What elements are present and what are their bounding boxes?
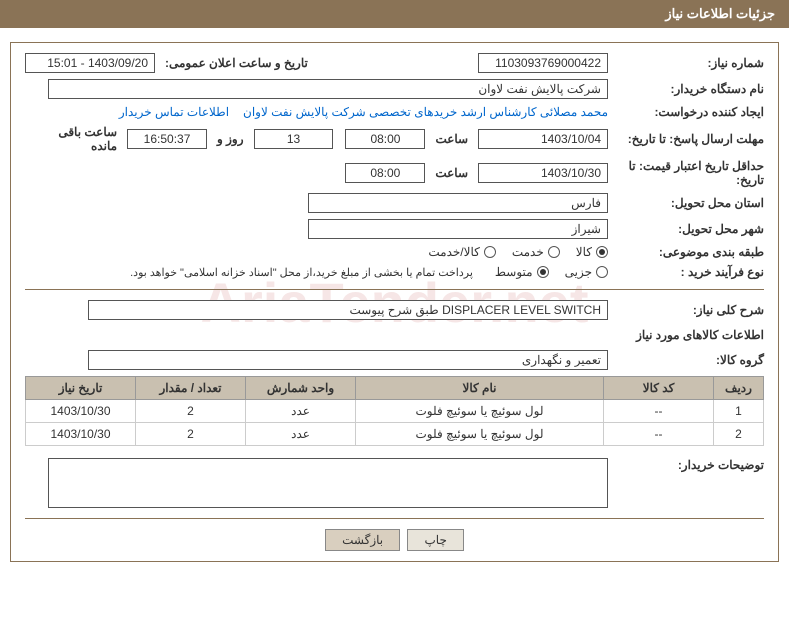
city-label: شهر محل تحویل: xyxy=(614,222,764,236)
days-label: روز و xyxy=(213,132,248,146)
radio-kala-khedmat[interactable]: کالا/خدمت xyxy=(428,245,495,259)
province-label: استان محل تحویل: xyxy=(614,196,764,210)
announce-label: تاریخ و ساعت اعلان عمومی: xyxy=(161,56,312,70)
goods-table: ردیف کد کالا نام کالا واحد شمارش تعداد /… xyxy=(25,376,764,446)
goods-group-label: گروه کالا: xyxy=(614,353,764,367)
row-validity: حداقل تاریخ اعتبار قیمت: تا تاریخ: 1403/… xyxy=(25,159,764,187)
table-header-row: ردیف کد کالا نام کالا واحد شمارش تعداد /… xyxy=(26,377,764,400)
table-cell: عدد xyxy=(246,400,356,423)
announce-value: 1403/09/20 - 15:01 xyxy=(25,53,155,73)
th-date: تاریخ نیاز xyxy=(26,377,136,400)
need-number-value: 1103093769000422 xyxy=(478,53,608,73)
table-cell: لول سوئیچ یا سوئیچ فلوت xyxy=(356,423,604,446)
radio-icon xyxy=(548,246,560,258)
buyer-notes-label: توضیحات خریدار: xyxy=(614,458,764,472)
province-value: فارس xyxy=(308,193,608,213)
th-qty: تعداد / مقدار xyxy=(136,377,246,400)
page-header: جزئیات اطلاعات نیاز xyxy=(0,0,789,28)
deadline-time: 08:00 xyxy=(345,129,425,149)
back-button[interactable]: بازگشت xyxy=(325,529,400,551)
row-category: طبقه بندی موضوعی: کالا خدمت کالا/خدمت xyxy=(25,245,764,259)
radio-icon xyxy=(537,266,549,278)
row-deadline: مهلت ارسال پاسخ: تا تاریخ: 1403/10/04 سا… xyxy=(25,125,764,153)
print-button[interactable]: چاپ xyxy=(407,529,463,551)
row-process: نوع فرآیند خرید : جزیی متوسط پرداخت تمام… xyxy=(25,265,764,279)
button-bar: چاپ بازگشت xyxy=(25,529,764,551)
page-title: جزئیات اطلاعات نیاز xyxy=(665,6,775,21)
time-label-1: ساعت xyxy=(431,132,472,146)
table-cell: عدد xyxy=(246,423,356,446)
table-cell: 2 xyxy=(714,423,764,446)
general-desc-value: DISPLACER LEVEL SWITCH طبق شرح پیوست xyxy=(88,300,608,320)
table-row: 2--لول سوئیچ یا سوئیچ فلوتعدد21403/10/30 xyxy=(26,423,764,446)
buyer-org-label: نام دستگاه خریدار: xyxy=(614,82,764,96)
goods-group-value: تعمیر و نگهداری xyxy=(88,350,608,370)
buyer-org-value: شرکت پالایش نفت لاوان xyxy=(48,79,608,99)
radio-icon xyxy=(484,246,496,258)
buyer-notes-box xyxy=(48,458,608,508)
row-goods-group: گروه کالا: تعمیر و نگهداری xyxy=(25,350,764,370)
table-cell: 2 xyxy=(136,400,246,423)
th-unit: واحد شمارش xyxy=(246,377,356,400)
validity-time: 08:00 xyxy=(345,163,425,183)
table-cell: 1403/10/30 xyxy=(26,423,136,446)
goods-section-title: اطلاعات کالاهای مورد نیاز xyxy=(25,328,764,342)
radio-icon xyxy=(596,246,608,258)
payment-note: پرداخت تمام یا بخشی از مبلغ خرید،از محل … xyxy=(130,266,473,279)
row-city: شهر محل تحویل: شیراز xyxy=(25,219,764,239)
buyer-contact-link[interactable]: اطلاعات تماس خریدار xyxy=(119,105,229,119)
requester-label: ایجاد کننده درخواست: xyxy=(614,105,764,119)
table-row: 1--لول سوئیچ یا سوئیچ فلوتعدد21403/10/30 xyxy=(26,400,764,423)
remaining-label: ساعت باقی مانده xyxy=(25,125,121,153)
radio-motavaset[interactable]: متوسط xyxy=(495,265,549,279)
separator-2 xyxy=(25,518,764,519)
requester-value: محمد مصلائی کارشناس ارشد خریدهای تخصصی ش… xyxy=(243,105,608,119)
radio-icon xyxy=(596,266,608,278)
row-buyer-notes: توضیحات خریدار: xyxy=(25,458,764,508)
row-general-desc: شرح کلی نیاز: DISPLACER LEVEL SWITCH طبق… xyxy=(25,300,764,320)
category-label: طبقه بندی موضوعی: xyxy=(614,245,764,259)
table-cell: 1 xyxy=(714,400,764,423)
city-value: شیراز xyxy=(308,219,608,239)
table-cell: -- xyxy=(604,423,714,446)
validity-date: 1403/10/30 xyxy=(478,163,608,183)
row-requester: ایجاد کننده درخواست: محمد مصلائی کارشناس… xyxy=(25,105,764,119)
need-number-label: شماره نیاز: xyxy=(614,56,764,70)
th-code: کد کالا xyxy=(604,377,714,400)
radio-khedmat[interactable]: خدمت xyxy=(512,245,560,259)
validity-label: حداقل تاریخ اعتبار قیمت: تا تاریخ: xyxy=(614,159,764,187)
separator-1 xyxy=(25,289,764,290)
row-need-number: شماره نیاز: 1103093769000422 تاریخ و ساع… xyxy=(25,53,764,73)
radio-kala[interactable]: کالا xyxy=(576,245,608,259)
details-panel: شماره نیاز: 1103093769000422 تاریخ و ساع… xyxy=(10,42,779,562)
th-name: نام کالا xyxy=(356,377,604,400)
row-buyer-org: نام دستگاه خریدار: شرکت پالایش نفت لاوان xyxy=(25,79,764,99)
table-cell: 2 xyxy=(136,423,246,446)
time-label-2: ساعت xyxy=(431,166,472,180)
th-row: ردیف xyxy=(714,377,764,400)
deadline-label: مهلت ارسال پاسخ: تا تاریخ: xyxy=(614,132,764,146)
general-desc-label: شرح کلی نیاز: xyxy=(614,303,764,317)
process-label: نوع فرآیند خرید : xyxy=(614,265,764,279)
table-cell: لول سوئیچ یا سوئیچ فلوت xyxy=(356,400,604,423)
days-remaining: 13 xyxy=(254,129,334,149)
deadline-date: 1403/10/04 xyxy=(478,129,608,149)
radio-jozei[interactable]: جزیی xyxy=(565,265,608,279)
time-remaining: 16:50:37 xyxy=(127,129,207,149)
table-cell: 1403/10/30 xyxy=(26,400,136,423)
row-province: استان محل تحویل: فارس xyxy=(25,193,764,213)
table-cell: -- xyxy=(604,400,714,423)
